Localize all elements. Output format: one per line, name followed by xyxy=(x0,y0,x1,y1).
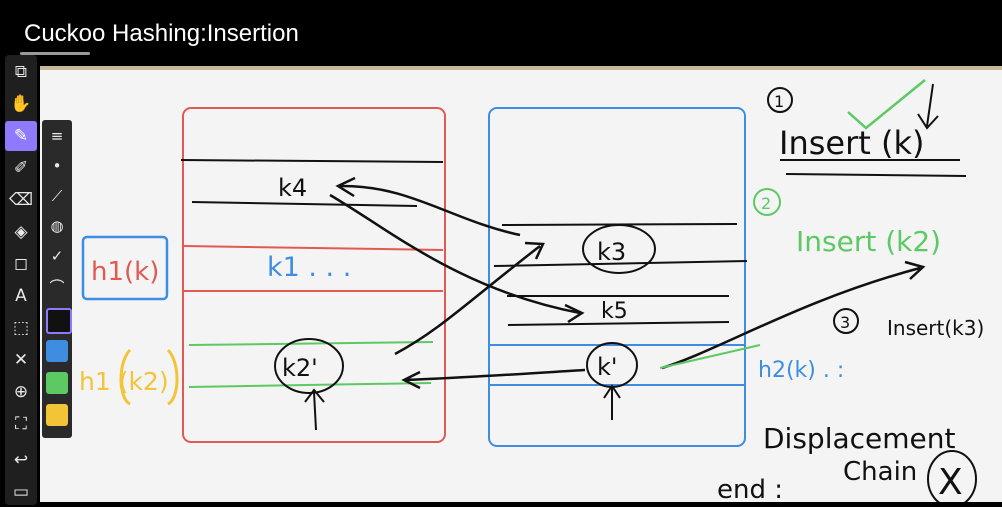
step1-number: 1 xyxy=(774,92,784,111)
h1-label-box xyxy=(81,235,169,301)
yellow-bracket-left xyxy=(119,348,132,406)
step2-text: Insert (k2) xyxy=(796,225,941,258)
hand-icon[interactable]: ✋ xyxy=(10,94,32,114)
k2-circle xyxy=(274,338,344,394)
key-k3: k3 xyxy=(597,238,626,266)
table2-slot-line xyxy=(493,260,748,267)
table1-slot-line xyxy=(188,382,432,388)
h1-k2-label: h1 (k2) xyxy=(79,367,169,396)
yellow-pen-swatch[interactable] xyxy=(46,404,68,426)
table1-slot-line xyxy=(188,341,434,346)
black-pen-swatch[interactable] xyxy=(46,308,72,334)
whiteboard-canvas[interactable] xyxy=(40,66,1002,502)
curve-icon[interactable]: ⌒ xyxy=(49,277,65,296)
arrow-k4-to-k5 xyxy=(329,193,585,324)
stroke-icon[interactable]: ⟋ xyxy=(51,187,63,205)
k-pointer-arrow xyxy=(603,384,621,420)
step3-number: 3 xyxy=(840,313,850,332)
board-top-strip xyxy=(40,66,1002,70)
eraser-icon[interactable]: ⌫ xyxy=(8,190,34,210)
text-icon[interactable]: A xyxy=(15,286,27,306)
fit-icon[interactable]: ⛶ xyxy=(15,414,27,434)
step3-circle xyxy=(833,308,859,334)
step2-circle xyxy=(753,188,781,216)
arrow-k-to-k2 xyxy=(401,368,586,390)
note-chain: Chain xyxy=(843,457,917,487)
step1-down-arrow xyxy=(917,83,939,130)
table1-slot-line xyxy=(191,201,418,207)
green-pen-swatch[interactable] xyxy=(46,372,68,394)
dot-icon[interactable]: • xyxy=(52,157,62,175)
crop-icon[interactable]: ⧉ xyxy=(14,62,28,82)
step1-text: Insert (k) xyxy=(779,124,924,162)
note-cross: X xyxy=(938,462,963,503)
hash-table-1 xyxy=(182,107,446,443)
pen-options-toolbar: ≡ • ⟋ ◍ ✓ ⌒ xyxy=(42,120,72,438)
hash-table-2 xyxy=(488,107,746,447)
table2-slot-line xyxy=(507,321,730,326)
step1-underline xyxy=(785,173,967,177)
step2-number: 2 xyxy=(761,194,771,213)
note-end: end : xyxy=(717,475,783,505)
arrow-k3-to-k4 xyxy=(335,176,521,237)
undo-icon[interactable]: ↩ xyxy=(13,450,29,470)
pen-icon[interactable]: ✎ xyxy=(5,121,37,151)
opacity-icon[interactable]: ◍ xyxy=(50,217,64,235)
green-check-icon xyxy=(847,79,926,130)
board-bottom-edge xyxy=(0,502,1002,507)
key-k1: k1 . . . xyxy=(267,252,351,283)
drawing-toolbar: ⧉ ✋ ✎ ✐ ⌫ ◈ ◻ A ⬚ ✕ ⊕ ⛶ ↩ ▭ xyxy=(5,55,37,505)
marker-icon[interactable]: ✐ xyxy=(13,158,29,178)
k3-circle xyxy=(582,224,656,274)
title-bar: Cuckoo Hashing:Insertion xyxy=(0,0,1002,66)
table1-slot-line xyxy=(180,159,444,163)
green-highlight-stroke xyxy=(659,344,761,369)
h2-label: h2(k) . : xyxy=(758,358,844,383)
close-icon[interactable]: ✕ xyxy=(13,350,29,370)
arrow-k2-to-k3 xyxy=(394,241,545,356)
shapes-icon[interactable]: ◻ xyxy=(13,254,29,274)
check-icon[interactable]: ✓ xyxy=(50,247,64,265)
select-icon[interactable]: ⬚ xyxy=(12,318,30,338)
note-displacement: Displacement xyxy=(763,422,956,455)
step1-circle xyxy=(767,87,793,113)
key-k5: k5 xyxy=(601,299,628,324)
h1-label: h1(k) xyxy=(91,257,159,287)
blue-pen-swatch[interactable] xyxy=(46,340,68,362)
key-k2: k2' xyxy=(282,354,318,382)
yellow-bracket-right xyxy=(166,348,179,406)
key-k: k' xyxy=(597,353,618,381)
target-icon[interactable]: ⊕ xyxy=(13,382,29,402)
title-underline xyxy=(20,52,90,55)
cross-circle xyxy=(927,450,977,507)
k2-pointer-arrow xyxy=(304,388,325,431)
key-k4: k4 xyxy=(278,174,307,202)
screen-icon[interactable]: ▭ xyxy=(12,482,30,502)
page-title: Cuckoo Hashing:Insertion xyxy=(24,20,299,47)
arrow-k-to-step2 xyxy=(661,260,926,370)
step3-text: Insert(k3) xyxy=(887,316,984,340)
line-weight-icon[interactable]: ≡ xyxy=(50,127,64,145)
fill-icon[interactable]: ◈ xyxy=(14,222,28,242)
table1-slot-line xyxy=(182,245,444,251)
